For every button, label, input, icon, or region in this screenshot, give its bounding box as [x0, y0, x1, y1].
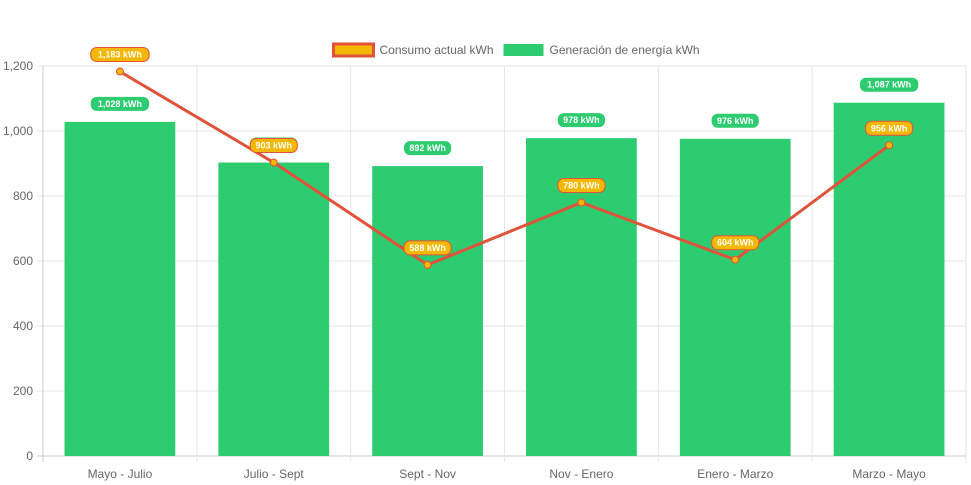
x-tick-label: Julio - Sept — [244, 467, 305, 481]
line-point — [269, 158, 278, 167]
legend[interactable]: Consumo actual kWh Generación de energía … — [332, 42, 700, 58]
bar — [64, 121, 176, 457]
x-tick-label: Sept - Nov — [399, 467, 456, 481]
line-point — [115, 67, 124, 76]
data-label: 978 kWh — [563, 115, 600, 125]
data-label-bg — [557, 178, 606, 193]
x-tick-label: Enero - Marzo — [697, 467, 773, 481]
data-label: 1,028 kWh — [98, 99, 142, 109]
data-label-bg — [90, 96, 150, 111]
data-label-bg — [403, 240, 452, 256]
data-label-bg — [403, 141, 452, 156]
bar — [218, 162, 330, 456]
line-point — [423, 260, 432, 269]
line-point — [885, 141, 894, 150]
data-label-bg — [859, 77, 919, 92]
data-label-bg — [711, 235, 760, 251]
axes: 0 200 400 600 800 1,000 1,200 Mayo - Julio Julio… — [3, 59, 926, 481]
data-label: 903 kWh — [255, 141, 292, 151]
y-tick-label: 600 — [13, 254, 33, 268]
legend-label: Generación de energía kWh — [550, 43, 700, 57]
data-label: 588 kWh — [409, 243, 446, 253]
y-tick-label: 1,200 — [3, 59, 33, 73]
x-tick-label: Nov - Enero — [549, 467, 613, 481]
legend-swatch — [332, 42, 375, 58]
series-line — [119, 70, 890, 267]
data-label: 892 kWh — [409, 143, 446, 153]
bar — [833, 102, 945, 456]
bar — [679, 138, 791, 457]
y-tick-label: 0 — [26, 449, 33, 463]
line-point — [577, 198, 586, 207]
y-tick-label: 200 — [13, 384, 33, 398]
data-label-bg — [249, 138, 298, 154]
data-label-bg — [90, 47, 150, 63]
data-label: 604 kWh — [717, 238, 754, 248]
legend-label: Consumo actual kWh — [380, 43, 494, 57]
data-label: 1,183 kWh — [98, 50, 142, 60]
data-label: 956 kWh — [871, 123, 908, 133]
consumption-line — [115, 67, 894, 269]
x-tick-label: Mayo - Julio — [88, 467, 153, 481]
grid — [37, 65, 967, 462]
data-label-bg — [711, 113, 759, 128]
bar — [372, 166, 483, 456]
y-tick-label: 800 — [13, 189, 33, 203]
y-tick-label: 400 — [13, 319, 33, 333]
data-labels: 1,028 kWh 903 kWh 892 kWh 978 kWh 976 kWh 1,0… — [90, 47, 919, 256]
data-label: 1,087 kWh — [867, 80, 911, 90]
x-tick-label: Marzo - Mayo — [852, 467, 926, 481]
data-label-bg — [557, 113, 606, 128]
line-point — [731, 255, 740, 264]
data-label: 976 kWh — [717, 116, 754, 126]
legend-swatch — [503, 44, 544, 56]
y-tick-label: 1,000 — [3, 124, 33, 138]
data-label: 780 kWh — [563, 181, 600, 191]
bars — [64, 102, 945, 457]
data-label-bg — [864, 120, 914, 136]
